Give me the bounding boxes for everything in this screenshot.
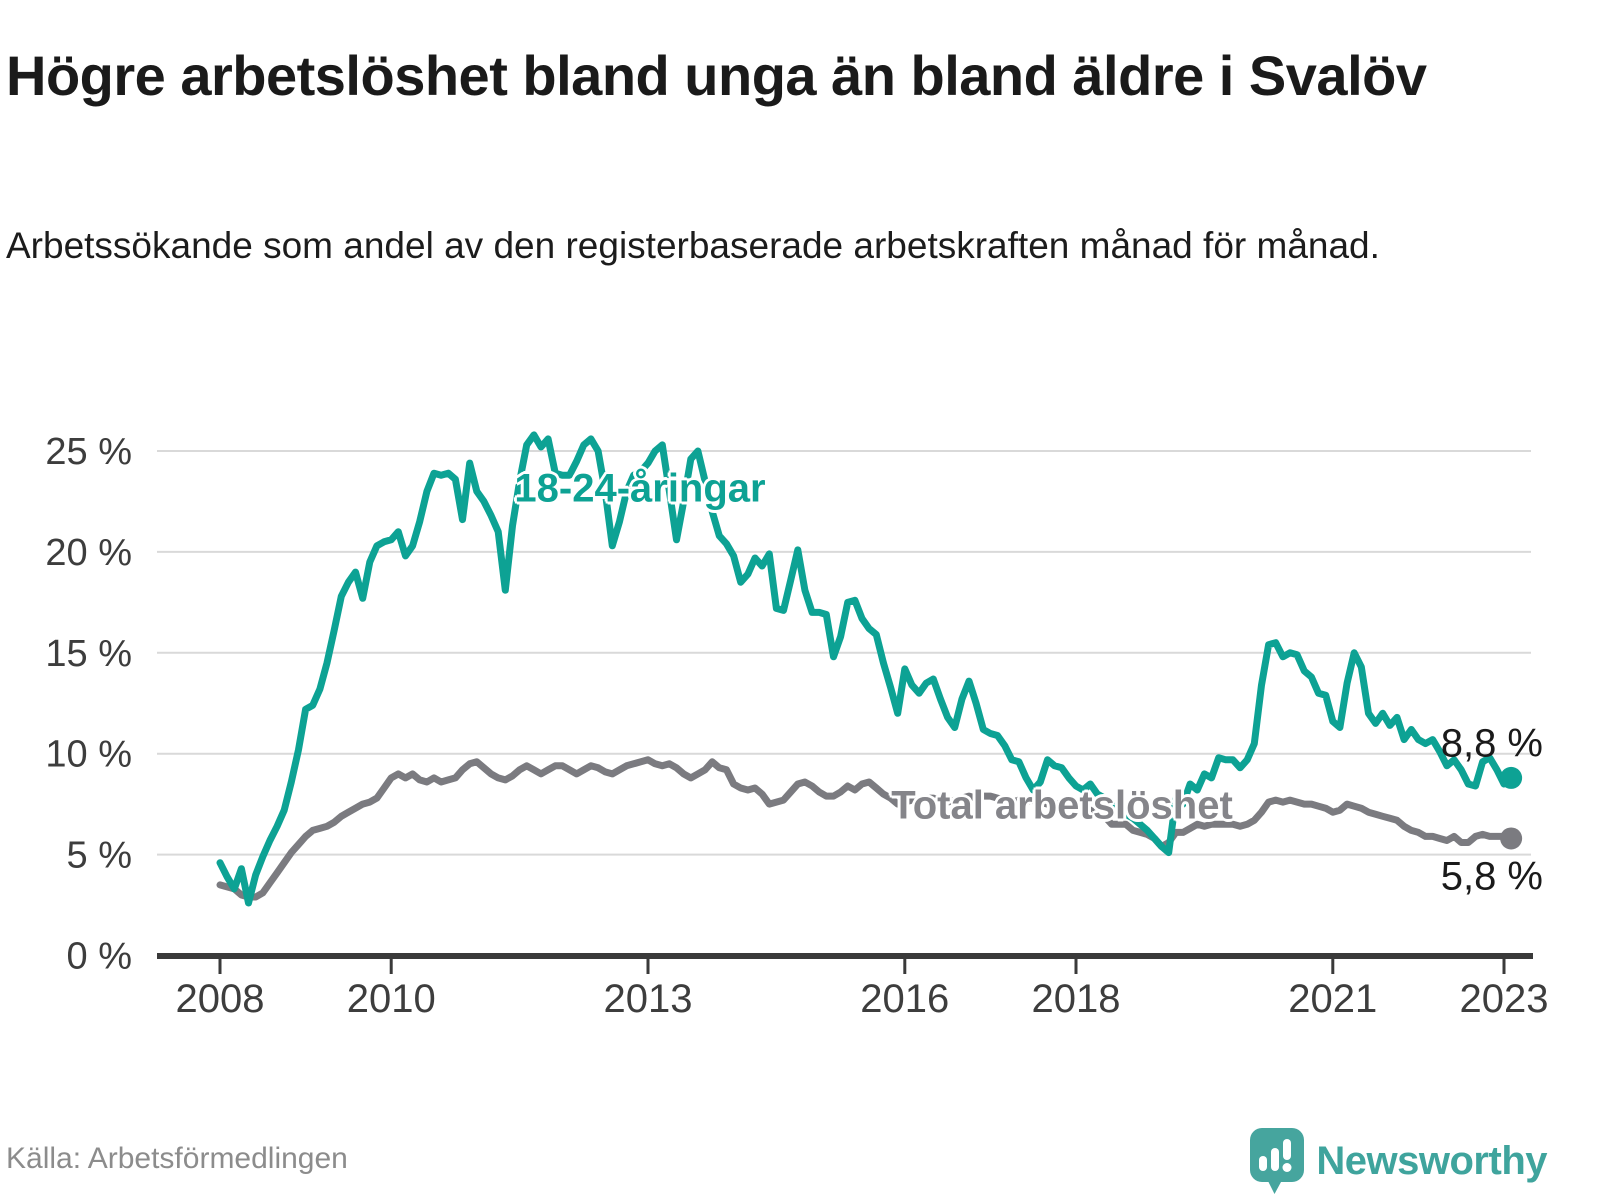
y-tick-label: 10 % xyxy=(45,734,132,776)
y-tick-label: 5 % xyxy=(67,835,132,877)
x-tick-label: 2013 xyxy=(604,977,693,1021)
x-tick-label: 2010 xyxy=(347,977,436,1021)
y-tick-label: 15 % xyxy=(45,633,132,675)
series-label-youth: 18-24-åringar xyxy=(514,466,766,511)
x-tick-label: 2018 xyxy=(1032,977,1121,1021)
y-tick-label: 20 % xyxy=(45,532,132,574)
y-tick-label: 0 % xyxy=(67,936,132,978)
newsworthy-icon xyxy=(1250,1128,1305,1194)
x-tick-label: 2023 xyxy=(1460,977,1549,1021)
x-tick-label: 2016 xyxy=(860,977,949,1021)
source-note: Källa: Arbetsförmedlingen xyxy=(6,1142,348,1175)
y-tick-label: 25 % xyxy=(45,431,132,473)
series-label-total: Total arbetslöshet xyxy=(891,783,1233,828)
newsworthy-wordmark: Newsworthy xyxy=(1316,1138,1547,1183)
end-value-label-total: 5,8 % xyxy=(1440,854,1543,899)
end-dot-youth xyxy=(1500,766,1523,789)
series-line-youth xyxy=(216,431,1515,907)
x-tick-label: 2008 xyxy=(176,977,265,1021)
end-dot-total xyxy=(1500,827,1523,850)
newsworthy-logo: Newsworthy xyxy=(1250,1128,1547,1194)
end-value-label-youth: 8,8 % xyxy=(1440,721,1543,766)
x-tick-label: 2021 xyxy=(1288,977,1377,1021)
page-title: Högre arbetslöshet bland unga än bland ä… xyxy=(6,43,1427,107)
page-subtitle: Arbetssökande som andel av den registerb… xyxy=(6,225,1380,266)
series-line-total xyxy=(216,756,1515,901)
